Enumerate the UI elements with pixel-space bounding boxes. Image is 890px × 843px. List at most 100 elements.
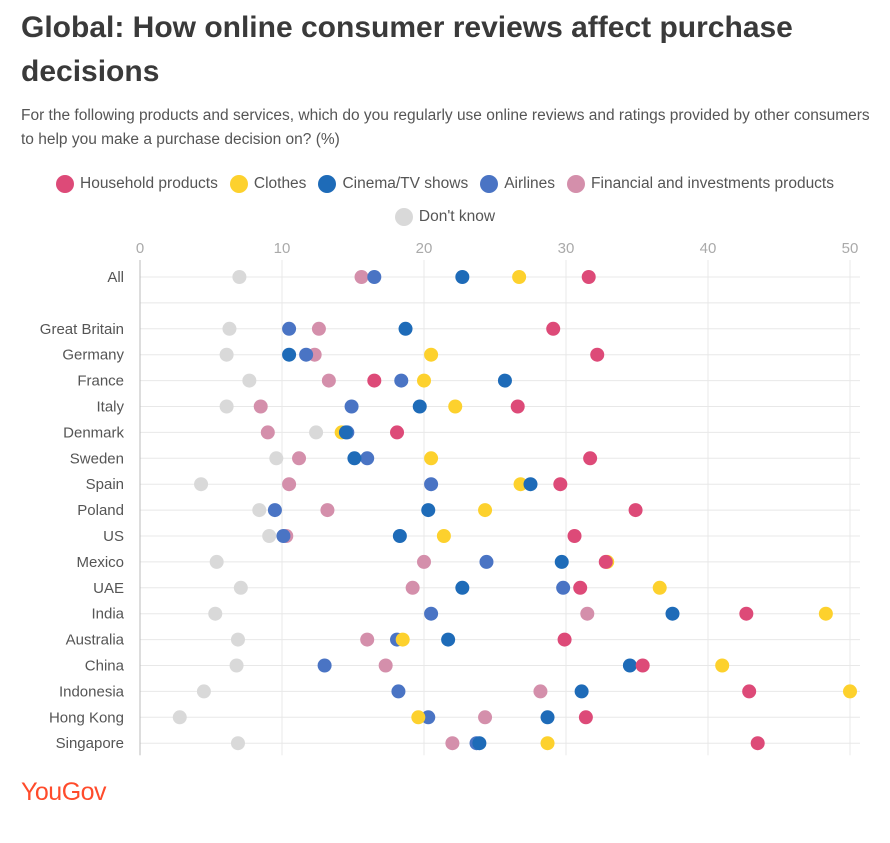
dot-financial-and-investments-products (292, 451, 307, 466)
dot-clothes (818, 606, 833, 621)
x-tick-label: 40 (700, 240, 717, 257)
row-label: US (103, 528, 124, 545)
legend-item-financial-and-investments-products[interactable]: Financial and investments products (567, 170, 834, 198)
dot-clothes (513, 477, 528, 492)
row-label: China (85, 658, 125, 675)
dot-airlines (556, 580, 571, 595)
chart-legend: Household products Clothes Cinema/TV shows… (30, 170, 860, 236)
dot-financial-and-investments-products (320, 503, 335, 518)
row-label: Australia (66, 632, 125, 649)
legend-item-household-products[interactable]: Household products (56, 170, 218, 198)
legend-label: Airlines (504, 175, 556, 192)
legend-label: Financial and investments products (591, 175, 834, 192)
dot-clothes (417, 373, 431, 388)
dot-airlines (299, 347, 314, 362)
dot-cinema-tv-shows (412, 399, 427, 414)
dot-don-t-know (242, 373, 257, 388)
dot-don-t-know (172, 710, 187, 725)
dot-don-t-know (209, 554, 224, 569)
x-tick-label: 0 (136, 240, 144, 257)
dot-household-products (367, 373, 382, 388)
dot-financial-and-investments-products (478, 710, 493, 725)
dot-clothes (448, 399, 463, 414)
row-label: Indonesia (59, 683, 125, 700)
dot-don-t-know (262, 529, 277, 543)
dot-cinema-tv-shows (398, 321, 413, 336)
dot-cinema-tv-shows (665, 606, 680, 621)
dot-plot-chart: 0 10 20 30 40 50 All Great Britain Germany France… (40, 240, 860, 756)
row-label: Germany (62, 347, 124, 364)
row-label: Poland (77, 502, 124, 519)
dot-household-products (739, 606, 754, 621)
dot-cinema-tv-shows (421, 503, 436, 518)
x-tick-label: 20 (416, 240, 433, 257)
dot-don-t-know (194, 477, 209, 492)
dot-cinema-tv-shows (441, 632, 456, 647)
row-label: Italy (96, 399, 124, 416)
dot-don-t-know (208, 606, 223, 621)
dot-don-t-know (219, 347, 234, 362)
dot-household-products (635, 658, 650, 673)
row-label: France (77, 373, 124, 390)
row-label: India (91, 606, 124, 623)
row-label: Great Britain (40, 321, 124, 338)
legend-label: Cinema/TV shows (342, 175, 469, 192)
dot-household-products (557, 632, 572, 647)
dot-don-t-know (230, 632, 245, 647)
dot-airlines (282, 321, 297, 336)
dot-cinema-tv-shows (455, 270, 470, 284)
x-tick-label: 50 (842, 240, 859, 257)
chart-title: Global: How online consumer reviews affe… (21, 11, 793, 88)
dot-financial-and-investments-products (580, 606, 595, 621)
dot-cinema-tv-shows (497, 373, 512, 388)
dot-don-t-know (229, 658, 244, 673)
dot-cinema-tv-shows (523, 477, 538, 492)
dot-don-t-know (252, 503, 267, 518)
row-label: All (107, 269, 124, 286)
dot-don-t-know (230, 736, 245, 751)
legend-label: Household products (80, 175, 218, 192)
row-label: Sweden (70, 450, 124, 467)
legend-swatch (318, 175, 337, 193)
legend-swatch (480, 175, 499, 193)
dot-airlines (479, 554, 494, 569)
dot-clothes (424, 347, 439, 362)
legend-item-airlines[interactable]: Airlines (480, 170, 555, 198)
dot-cinema-tv-shows (574, 684, 589, 699)
legend-item-don-t-know[interactable]: Don't know (394, 203, 495, 231)
dot-financial-and-investments-products (311, 321, 326, 336)
dot-financial-and-investments-products (282, 477, 297, 492)
dot-clothes (652, 580, 667, 595)
dot-cinema-tv-shows (455, 580, 470, 595)
dot-financial-and-investments-products (321, 373, 336, 388)
dot-airlines (276, 529, 291, 543)
x-tick-label: 10 (274, 240, 291, 257)
dot-cinema-tv-shows (540, 710, 555, 725)
dot-airlines (424, 606, 439, 621)
dot-household-products (578, 710, 593, 725)
dot-clothes (478, 503, 493, 518)
x-tick-label: 30 (558, 240, 575, 257)
dot-don-t-know (232, 270, 247, 284)
dot-don-t-know (219, 399, 234, 414)
dot-financial-and-investments-products (253, 399, 268, 414)
row-label: Mexico (76, 554, 124, 571)
dot-financial-and-investments-products (445, 736, 460, 751)
chart-subtitle: For the following products and services,… (21, 107, 870, 148)
dot-clothes (436, 529, 451, 543)
legend-item-clothes[interactable]: Clothes (229, 170, 306, 198)
dot-clothes (540, 736, 555, 751)
dot-financial-and-investments-products (260, 425, 275, 440)
dot-cinema-tv-shows (282, 347, 297, 362)
dot-household-products (510, 399, 525, 414)
dot-household-products (598, 554, 613, 569)
dot-airlines (394, 373, 409, 388)
legend-item-cinema-tv-shows[interactable]: Cinema/TV shows (318, 170, 468, 198)
dot-household-products (590, 347, 605, 362)
dot-don-t-know (222, 321, 237, 336)
dot-household-products (390, 425, 405, 440)
dot-household-products (742, 684, 757, 699)
dot-clothes (395, 632, 410, 647)
dot-cinema-tv-shows (472, 736, 487, 751)
dot-airlines (360, 451, 375, 466)
